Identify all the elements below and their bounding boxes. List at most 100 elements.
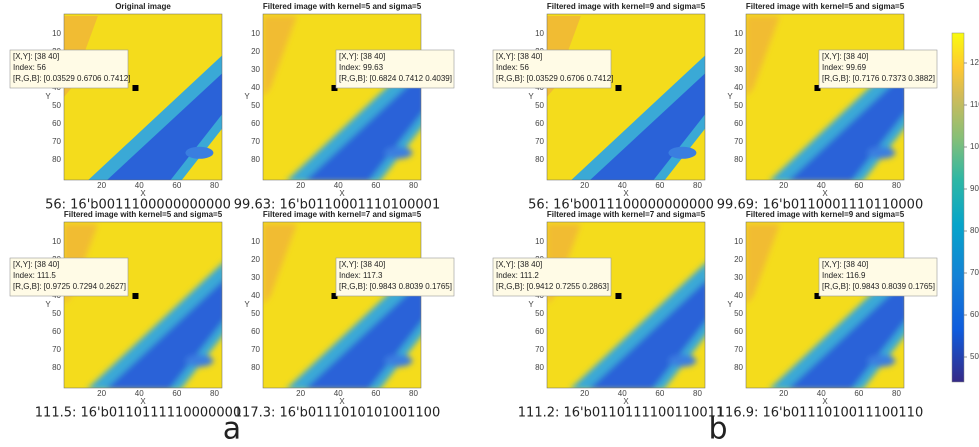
y-label: Y: [244, 92, 250, 101]
x-tick-label: 20: [296, 389, 305, 398]
x-tick-label: 40: [618, 389, 627, 398]
y-tick-label: 60: [535, 119, 544, 128]
datatip-text: [R,G,B]: [0.03529 0.6706 0.7412]: [13, 74, 130, 83]
image: [746, 14, 904, 180]
caption: 111.5: 16'b0110111110000000: [35, 406, 241, 421]
x-tick-label: 40: [817, 181, 826, 190]
y-tick-label: 40: [734, 291, 743, 300]
datatip-text: Index: 99.63: [339, 63, 384, 72]
datatip-text: Index: 99.69: [822, 63, 867, 72]
datatip-box: [9, 49, 129, 89]
datatip-point: [331, 293, 338, 299]
x-tick-label: 80: [210, 181, 219, 190]
y-tick-label: 80: [251, 363, 260, 372]
band: [789, 73, 904, 180]
datatip-text: [X,Y]: [38 40]: [822, 260, 868, 269]
y-tick-label: 60: [734, 119, 743, 128]
panel-title: Filtered image with kernel=7 and sigma=5: [547, 210, 706, 219]
blob: [185, 146, 214, 159]
y-tick-label: 70: [52, 137, 61, 146]
x-tick-label: 40: [618, 181, 627, 190]
datatip-text: Index: 111.5: [13, 271, 56, 280]
datatip-box: [818, 257, 938, 297]
y-tick-label: 10: [251, 29, 260, 38]
y-label: Y: [244, 300, 250, 309]
datatip-text: [X,Y]: [38 40]: [339, 52, 385, 61]
y-tick-label: 20: [251, 47, 260, 56]
panel-title: Filtered image with kernel=5 and sigma=5: [746, 2, 905, 11]
y-tick-label: 70: [734, 345, 743, 354]
frame: [745, 13, 905, 181]
x-tick-label: 20: [296, 181, 305, 190]
x-label: X: [822, 189, 828, 198]
y-tick-label: 60: [251, 327, 260, 336]
blob: [867, 146, 896, 159]
band: [789, 281, 904, 388]
datatip-text: [X,Y]: [38 40]: [13, 260, 59, 269]
y-tick-label: 60: [535, 327, 544, 336]
band: [107, 73, 222, 180]
y-tick-label: 40: [734, 83, 743, 92]
datatip-point: [615, 85, 622, 91]
frame: [546, 221, 706, 389]
colorbar-tick-label: 120: [970, 58, 979, 67]
x-label: X: [140, 189, 146, 198]
band: [306, 73, 421, 180]
y-tick-label: 70: [251, 345, 260, 354]
x-tick-label: 60: [371, 389, 380, 398]
datatip-box: [335, 49, 455, 89]
streak: [746, 16, 780, 97]
colorbar-tick-label: 80: [970, 226, 979, 235]
image: [746, 222, 904, 388]
datatip-box: [335, 257, 455, 297]
image-content: [263, 224, 421, 388]
datatip-text: [X,Y]: [38 40]: [496, 52, 542, 61]
band: [590, 281, 705, 388]
datatip-text: [R,G,B]: [0.03529 0.6706 0.7412]: [496, 74, 613, 83]
x-tick-label: 60: [854, 389, 863, 398]
subfigure-label: a: [223, 412, 241, 447]
x-tick-label: 80: [409, 181, 418, 190]
y-tick-label: 10: [52, 29, 61, 38]
caption: 111.2: 16'b0110111100110011: [518, 406, 724, 421]
y-tick-label: 30: [251, 65, 260, 74]
y-tick-label: 20: [734, 255, 743, 264]
x-tick-label: 40: [135, 389, 144, 398]
x-tick-label: 20: [580, 181, 589, 190]
colorbar-tick-label: 50: [970, 352, 979, 361]
y-tick-label: 30: [734, 65, 743, 74]
frame: [546, 13, 706, 181]
caption: 56: 16'b0011100000000000: [45, 198, 231, 213]
streak: [263, 16, 297, 97]
y-tick-label: 80: [734, 155, 743, 164]
y-tick-label: 70: [535, 137, 544, 146]
blob: [185, 354, 214, 367]
x-label: X: [140, 397, 146, 406]
panel-title: Filtered image with kernel=9 and sigma=5: [746, 210, 905, 219]
subfigure-label: b: [708, 412, 727, 447]
streak: [263, 224, 297, 305]
y-tick-label: 50: [52, 101, 61, 110]
x-tick-label: 40: [135, 181, 144, 190]
frame: [63, 221, 223, 389]
band: [107, 281, 222, 388]
x-label: X: [822, 397, 828, 406]
colorbar-tick-label: 90: [970, 184, 979, 193]
x-tick-label: 60: [371, 181, 380, 190]
y-tick-label: 50: [535, 309, 544, 318]
panel-title: Filtered image with kernel=5 and sigma=5: [263, 2, 422, 11]
x-tick-label: 20: [97, 181, 106, 190]
y-tick-label: 10: [535, 237, 544, 246]
x-label: X: [339, 189, 345, 198]
y-tick-label: 30: [734, 273, 743, 282]
y-tick-label: 40: [251, 291, 260, 300]
y-tick-label: 60: [52, 327, 61, 336]
y-tick-label: 70: [251, 137, 260, 146]
frame: [63, 13, 223, 181]
frame: [262, 221, 422, 389]
y-tick-label: 60: [251, 119, 260, 128]
band: [590, 73, 705, 180]
y-tick-label: 70: [734, 137, 743, 146]
y-label: Y: [528, 92, 534, 101]
y-label: Y: [45, 92, 51, 101]
